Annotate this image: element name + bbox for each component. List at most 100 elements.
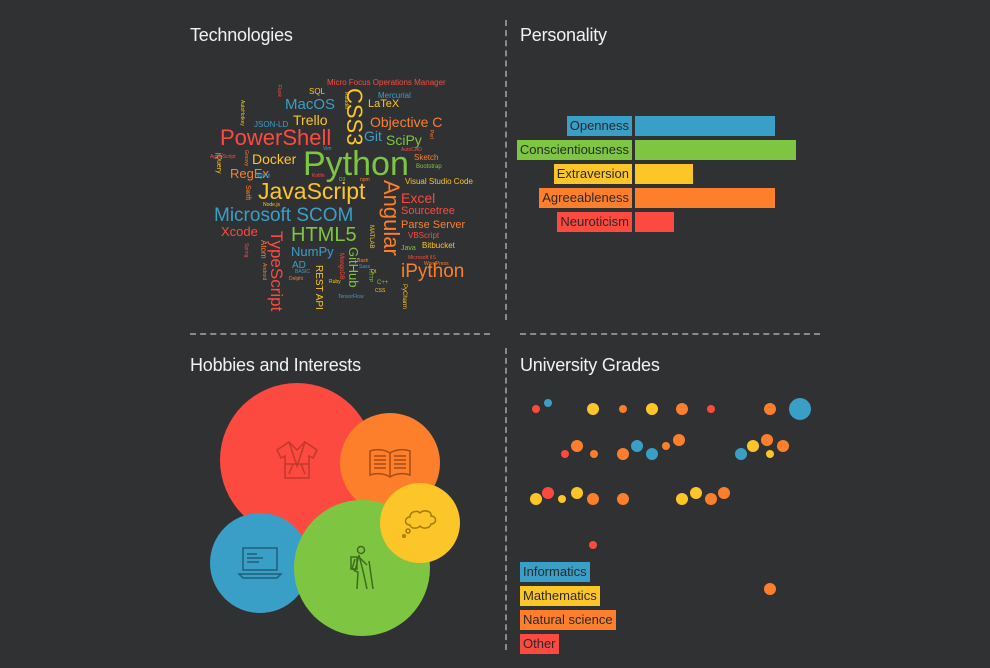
word-cloud-term: LaTeX (368, 98, 400, 110)
word-cloud-term: Groovy (243, 150, 249, 167)
word-cloud-term: Microsoft IIS (408, 255, 436, 261)
word-cloud-term: CSS3 (342, 88, 367, 146)
trait-label: Openness (566, 116, 632, 136)
grade-dot (571, 487, 583, 499)
grade-dot (590, 450, 598, 458)
horizontal-divider-left (190, 333, 490, 335)
word-cloud-term: JavaScript (258, 178, 366, 204)
grades-title: University Grades (520, 355, 660, 375)
word-cloud-term: D3 (339, 177, 346, 183)
grade-dot (764, 583, 776, 595)
word-cloud-term: TensorFlow (338, 294, 364, 300)
word-cloud-term: SQL (309, 87, 326, 96)
trait-bar (635, 140, 796, 160)
grade-dot (676, 493, 688, 505)
word-cloud-term: Bootstrap (416, 164, 442, 170)
grade-dot (617, 448, 629, 460)
word-cloud-term: iPython (401, 261, 465, 282)
grade-dot (766, 450, 774, 458)
word-cloud-term: Qt (371, 269, 377, 275)
word-cloud-term: Mercurial (378, 91, 411, 100)
hobby-bubble-thinking (380, 483, 460, 563)
trait-bar (635, 116, 775, 136)
word-cloud-term: Nginx (255, 173, 271, 179)
word-cloud-term: Spring (243, 243, 249, 258)
word-cloud-term: Ruby (329, 279, 341, 285)
word-cloud-term: Xcode (221, 224, 258, 239)
trait-label: Conscientiousness (516, 140, 632, 160)
grade-dot (789, 398, 811, 420)
grade-dot (673, 434, 685, 446)
grade-dot (777, 440, 789, 452)
word-cloud-term: Visual Studio Code (405, 177, 473, 186)
grade-dot (690, 487, 702, 499)
word-cloud-term: Python (303, 145, 409, 183)
word-cloud-term: JSON-LD (254, 120, 289, 129)
word-cloud-term: HTML5 (291, 224, 357, 246)
word-cloud-term: MongoDB (338, 253, 344, 280)
legend-item: Informatics (520, 562, 590, 582)
technologies-word-cloud: Python JavaScript PowerShell Microsoft SCOM… (205, 75, 495, 320)
trait-bar (635, 188, 775, 208)
word-cloud-term: Bash (357, 258, 369, 264)
word-cloud-term: Objective C (370, 114, 443, 130)
word-cloud-term: Angular (379, 180, 404, 256)
trait-label: Extraversion (553, 164, 632, 184)
word-cloud-term: AD (292, 260, 306, 271)
word-cloud-term: MATLAB (368, 225, 374, 249)
word-cloud-term: NumPy (291, 244, 334, 259)
word-cloud-term: Sourcetree (401, 205, 455, 217)
word-cloud-term: Parse Server (401, 219, 466, 231)
grade-dot (662, 442, 670, 450)
vertical-divider-top (505, 20, 507, 320)
word-cloud-term: Android (261, 263, 267, 281)
personality-title: Personality (520, 25, 607, 45)
word-cloud-term: Sketch (414, 153, 439, 162)
technologies-title: Technologies (190, 25, 293, 45)
word-cloud-term: Sass (359, 264, 371, 270)
word-cloud-term: AutoHotkey (239, 100, 245, 126)
word-cloud-term: CSS (375, 288, 386, 294)
trait-bar (635, 212, 674, 232)
word-cloud-term: Node.js (263, 202, 280, 208)
word-cloud-term: VBScript (408, 231, 440, 240)
vertical-divider-bottom (505, 348, 507, 650)
grade-dot (631, 440, 643, 452)
word-cloud-term: Micro Focus Operations Manager (327, 78, 446, 87)
word-cloud-term: Rstudio (343, 92, 349, 109)
grade-dot (761, 434, 773, 446)
word-cloud-term: Microsoft SCOM (214, 205, 354, 226)
word-cloud-term: Perl (428, 130, 434, 139)
word-cloud-term: TypeScript (267, 231, 286, 312)
word-cloud-term: jQuery (215, 153, 222, 174)
word-cloud-term: REST API (313, 265, 324, 310)
word-cloud-term: Delphi (289, 276, 304, 282)
word-cloud-term: Docker (252, 151, 297, 167)
horizontal-divider-right (520, 333, 820, 335)
word-cloud-term: Flask (276, 85, 282, 97)
grade-dot (530, 493, 542, 505)
trait-bar (635, 164, 693, 184)
grade-dot (646, 403, 658, 415)
grade-dot (561, 450, 569, 458)
hobbies-title: Hobbies and Interests (190, 355, 361, 375)
word-cloud-term: npm (360, 177, 370, 183)
grade-dot (571, 440, 583, 452)
word-cloud-term: Atom (259, 240, 268, 259)
grade-dot (676, 403, 688, 415)
word-cloud-term: PyCharm (401, 284, 407, 310)
word-cloud-term: WordPress (424, 261, 449, 267)
grade-dot (735, 448, 747, 460)
grade-dot (707, 405, 715, 413)
grade-dot (558, 495, 566, 503)
grade-dot (764, 403, 776, 415)
word-cloud-term: Vim (323, 146, 332, 152)
grade-dot (705, 493, 717, 505)
word-cloud-term: Git (364, 128, 382, 144)
grade-dot (646, 448, 658, 460)
word-cloud-term: Swift (244, 185, 251, 201)
grade-dot (617, 493, 629, 505)
legend-item: Other (520, 634, 559, 654)
word-cloud-term: SciPy (386, 132, 422, 148)
word-cloud-term: BASIC (295, 269, 311, 275)
